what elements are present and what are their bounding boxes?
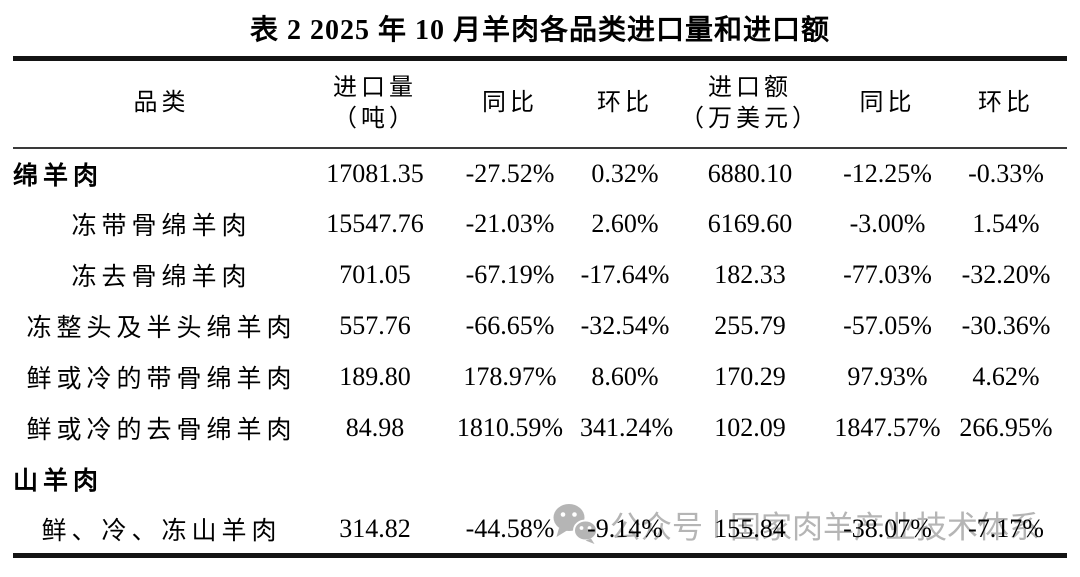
value-cell: -21.03% [465,209,555,238]
table-row: 鲜、冷、冻山羊肉 314.82 -44.58% -9.14% 155.84 -3… [13,505,1067,556]
category-cell: 冻整头及半头绵羊肉 [26,315,297,342]
table-row: 鲜或冷的去骨绵羊肉 84.98 1810.59% 341.24% 102.09 … [13,403,1067,454]
category-cell: 鲜或冷的带骨绵羊肉 [26,366,297,393]
category-cell: 冻带骨绵羊肉 [71,213,252,240]
value-cell: 84.98 [345,413,405,442]
header-volume-yoy: 同比 [440,58,580,149]
value-cell: -77.03% [843,260,932,289]
header-value-mom-label: 环比 [978,90,1034,117]
header-import-volume-unit: （吨） [333,105,417,132]
header-volume-mom-label: 环比 [597,90,653,117]
value-cell: 6169.60 [707,209,793,238]
value-cell: -27.52% [465,158,555,188]
value-cell: 266.95% [959,413,1053,442]
value-cell: 182.33 [714,260,786,289]
value-cell: -32.54% [580,311,670,340]
value-cell: 255.79 [714,311,786,340]
value-cell [670,454,830,505]
table-header: 品类 进口量 （吨） 同比 环比 进口额 （万美元） [13,58,1067,149]
category-cell: 鲜或冷的去骨绵羊肉 [26,417,297,444]
header-import-volume-label: 进口量 [333,74,417,101]
value-cell: -66.65% [465,311,555,340]
header-category: 品类 [13,58,310,149]
header-value-yoy-label: 同比 [859,90,916,117]
value-cell: -9.14% [587,513,663,543]
header-import-value-label: 进口额 [708,74,792,101]
table-row: 冻去骨绵羊肉 701.05 -67.19% -17.64% 182.33 -77… [13,250,1067,301]
value-cell: -12.25% [843,158,932,188]
value-cell: 189.80 [339,362,411,391]
table-row: 鲜或冷的带骨绵羊肉 189.80 178.97% 8.60% 170.29 97… [13,352,1067,403]
header-volume-yoy-label: 同比 [482,90,538,117]
value-cell: -67.19% [465,260,555,289]
value-cell: 15547.76 [326,209,424,238]
watermark: 公众号 国家肉羊产业技术体系 [552,500,1040,548]
import-table: 品类 进口量 （吨） 同比 环比 进口额 （万美元） [13,56,1067,558]
header-value-yoy: 同比 [830,58,945,149]
value-cell: 8.60% [591,362,659,391]
value-cell: 341.24% [580,413,674,442]
value-cell: 6880.10 [707,158,793,188]
value-cell: -17.64% [580,260,670,289]
value-cell: -32.20% [961,260,1051,289]
value-cell [830,454,945,505]
value-cell: -30.36% [961,311,1051,340]
header-category-label: 品类 [133,90,190,117]
table-row: 冻整头及半头绵羊肉 557.76 -66.65% -32.54% 255.79 … [13,301,1067,352]
header-volume-mom: 环比 [580,58,670,149]
category-cell: 冻去骨绵羊肉 [71,264,252,291]
header-import-value-unit: （万美元） [680,105,820,132]
value-cell [440,454,580,505]
value-cell [580,454,670,505]
value-cell: 2.60% [591,209,659,238]
value-cell: 178.97% [463,362,557,391]
category-cell: 山羊肉 [13,468,104,495]
value-cell [310,454,440,505]
value-cell: 557.76 [339,311,411,340]
watermark-name: 国家肉羊产业技术体系 [730,509,1040,545]
value-cell: 314.82 [339,513,411,543]
value-cell: -57.05% [843,311,932,340]
watermark-label: 公众号 [610,509,703,545]
value-cell: -0.33% [968,158,1044,188]
value-cell: 701.05 [339,260,411,289]
value-cell: 97.93% [847,362,928,391]
value-cell: 155.84 [714,513,786,543]
header-import-value: 进口额 （万美元） [670,58,830,149]
value-cell: 4.62% [972,362,1040,391]
value-cell: 1847.57% [834,413,941,442]
header-value-mom: 环比 [945,58,1067,149]
value-cell: 17081.35 [326,158,424,188]
category-cell: 鲜、冷、冻山羊肉 [41,517,282,545]
table-body: 绵羊肉 17081.35 -27.52% 0.32% 6880.10 -12.2… [13,148,1067,556]
watermark-divider [715,510,718,538]
value-cell: -7.17% [968,513,1044,543]
header-row: 品类 进口量 （吨） 同比 环比 进口额 （万美元） [13,58,1067,149]
value-cell: 170.29 [714,362,786,391]
category-cell: 绵羊肉 [13,162,104,190]
value-cell: -44.58% [465,513,555,543]
value-cell: -38.07% [843,513,932,543]
table-row: 山羊肉 [13,454,1067,505]
value-cell [945,454,1067,505]
value-cell: 1.54% [972,209,1040,238]
value-cell: -3.00% [849,209,926,238]
table-row: 绵羊肉 17081.35 -27.52% 0.32% 6880.10 -12.2… [13,148,1067,199]
value-cell: 0.32% [591,158,659,188]
table-title: 表 2 2025 年 10 月羊肉各品类进口量和进口额 [249,15,830,46]
header-import-volume: 进口量 （吨） [310,58,440,149]
wechat-icon [553,504,598,544]
table-row: 冻带骨绵羊肉 15547.76 -21.03% 2.60% 6169.60 -3… [13,199,1067,250]
value-cell: 102.09 [714,413,786,442]
value-cell: 1810.59% [456,413,564,442]
